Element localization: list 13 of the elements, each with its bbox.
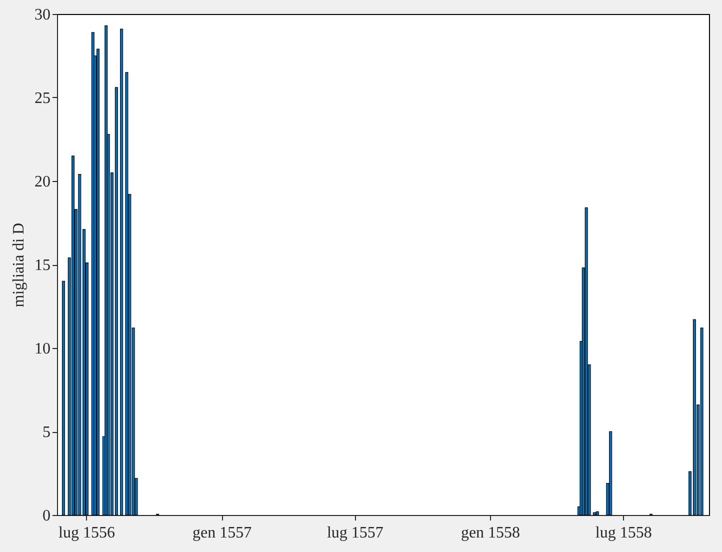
y-axis-title: migliaia di D	[10, 222, 28, 308]
x-tick-label: gen 1557	[192, 524, 252, 542]
x-tick-label: gen 1558	[460, 524, 520, 542]
y-tick-label: 0	[42, 508, 50, 524]
y-tick-label: 25	[34, 90, 50, 107]
y-tick-label: 15	[34, 257, 50, 274]
x-tick-label: lug 1557	[326, 524, 384, 542]
y-tick-label: 20	[34, 174, 50, 190]
x-tick-label: lug 1556	[58, 524, 115, 542]
y-tick-label: 5	[42, 424, 50, 441]
y-tick-label: 30	[34, 6, 50, 24]
y-tick-label: 10	[34, 340, 50, 358]
x-tick-label: lug 1558	[595, 524, 652, 542]
